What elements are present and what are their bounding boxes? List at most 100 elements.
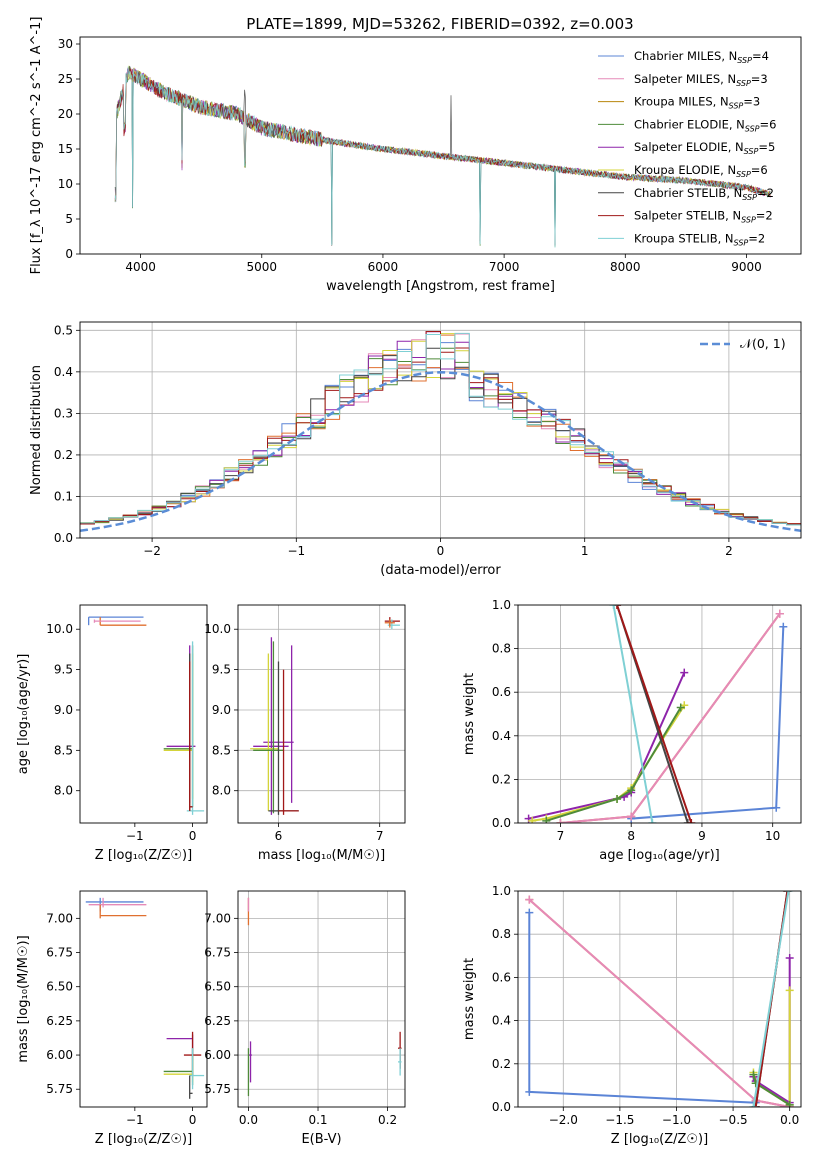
axes-frame: −1 0 8.0 8.5 9.0 9.5 10.0 Z [log₁₀(Z/Z☉)] age [l… — [16, 604, 208, 863]
data-point-marker — [613, 605, 622, 609]
legend-entry: Kroupa ELODIE, NSSP=6 — [634, 163, 768, 179]
y-tick-label: 0.8 — [492, 927, 511, 941]
x-tick-label: 7000 — [489, 260, 520, 274]
chart-mass_weight_vs_age: 7 8 9 10 0.0 0.2 0.4 0.6 0.8 1.0 age [log₁₀(age/yr… — [462, 598, 802, 863]
y-tick-label: 0.2 — [54, 448, 73, 462]
weight-series-1 — [528, 898, 790, 1107]
data-point-marker — [772, 803, 781, 812]
y-tick-label: 5 — [65, 212, 73, 226]
data-point-marker — [687, 819, 696, 823]
y-tick-label: 6.25 — [46, 1014, 73, 1028]
data-point-marker — [609, 605, 618, 609]
y-tick-label: 6.25 — [204, 1014, 231, 1028]
axes-border — [237, 890, 406, 1108]
data-point-marker — [525, 895, 534, 904]
chart-mass_vs_ebv: 0.0 0.1 0.2 5.75 6.00 6.25 6.50 6.75 7.00 E(B-V) — [204, 890, 406, 1147]
data-point-marker — [775, 609, 784, 618]
y-axis-label: mass weight — [462, 673, 477, 755]
x-tick-label: 0 — [189, 829, 197, 843]
chart-residuals: −2 −1 0 1 2 0.0 0.1 0.2 0.3 0.4 0.5 (data-model)/er… — [29, 321, 802, 578]
plot-area — [518, 605, 801, 823]
y-tick-label: 5.75 — [46, 1082, 73, 1096]
y-axis-label: mass [log₁₀(M/M☉)] — [16, 935, 31, 1062]
legend-entry: Salpeter STELIB, NSSP=2 — [634, 209, 773, 225]
legend-entry: Salpeter MILES, NSSP=3 — [634, 72, 768, 88]
legend: Chabrier MILES, NSSP=4 Salpeter MILES, NS… — [598, 49, 776, 247]
weight-series-0 — [631, 626, 785, 820]
axes-border — [79, 604, 208, 824]
x-tick-label: −1 — [287, 544, 305, 558]
plot-area — [238, 605, 405, 823]
axes-frame: −1 0 5.75 6.00 6.25 6.50 6.75 7.00 Z [log₁₀(Z/Z☉… — [16, 890, 208, 1147]
data-point-marker — [683, 819, 692, 823]
y-tick-label: 0.0 — [492, 1100, 511, 1114]
x-tick-label: 0.2 — [378, 1113, 397, 1127]
weight-series-7 — [616, 605, 693, 823]
x-tick-label: 10 — [765, 829, 780, 843]
x-axis-label: wavelength [Angstrom, rest frame] — [326, 279, 555, 294]
y-tick-label: 0.6 — [492, 970, 511, 984]
y-tick-label: 0.4 — [492, 729, 511, 743]
y-tick-label: 0 — [65, 247, 73, 261]
axes-border — [237, 604, 406, 824]
normal-curve — [80, 371, 801, 532]
axes-border — [79, 36, 802, 255]
legend-entry: Kroupa STELIB, NSSP=2 — [634, 231, 765, 247]
legend: 𝒩(0, 1) — [700, 336, 786, 351]
axes-border — [79, 890, 208, 1108]
data-point-marker — [785, 986, 794, 995]
x-tick-label: −0.5 — [719, 1113, 748, 1127]
y-tick-label: 8.0 — [212, 784, 231, 798]
axes-frame: −2.0 −1.5 −1.0 −0.5 0.0 0.0 0.2 0.4 0.6 0.8 1.0 Z [… — [462, 884, 802, 1147]
histogram-series-6 — [80, 347, 801, 526]
data-point-marker — [528, 816, 537, 823]
data-point-marker — [785, 953, 794, 962]
x-tick-label: 7 — [557, 829, 565, 843]
y-axis-label: Flux [f_λ 10^-17 erg cm^-2 s^-1 A^-1] — [29, 17, 44, 275]
y-tick-label: 10 — [58, 177, 73, 191]
chart-mass_vs_Z: −1 0 5.75 6.00 6.25 6.50 6.75 7.00 Z [log₁₀(Z/Z☉… — [16, 890, 208, 1147]
y-axis-label: Normed distribution — [29, 365, 44, 495]
x-tick-label: 2 — [725, 544, 733, 558]
y-tick-label: 8.0 — [54, 784, 73, 798]
y-tick-label: 10.0 — [204, 622, 231, 636]
weight-series-8 — [612, 605, 654, 823]
axes-frame: 4000 5000 6000 7000 8000 9000 0 5 10 15 20 25 30 wave… — [29, 17, 802, 294]
y-tick-label: 7.00 — [46, 911, 73, 925]
y-tick-label: 1.0 — [492, 884, 511, 898]
y-tick-label: 9.5 — [54, 663, 73, 677]
axes-frame: 7 8 9 10 0.0 0.2 0.4 0.6 0.8 1.0 age [log₁₀(age/yr… — [462, 598, 802, 863]
y-axis-label: age [log₁₀(age/yr)] — [16, 654, 31, 775]
y-tick-label: 6.00 — [46, 1048, 73, 1062]
data-point-marker — [627, 812, 636, 821]
y-tick-label: 0.0 — [54, 531, 73, 545]
y-tick-label: 25 — [58, 72, 73, 86]
y-tick-label: 5.75 — [204, 1082, 231, 1096]
y-tick-label: 8.5 — [54, 743, 73, 757]
y-tick-label: 9.0 — [54, 703, 73, 717]
y-tick-label: 0.3 — [54, 406, 73, 420]
x-tick-label: −2.0 — [549, 1113, 578, 1127]
plot-area — [114, 65, 771, 248]
x-tick-label: 1 — [581, 544, 589, 558]
axes-frame: −2 −1 0 1 2 0.0 0.1 0.2 0.3 0.4 0.5 (data-model)/er… — [29, 321, 802, 578]
x-tick-label: −1.5 — [605, 1113, 634, 1127]
legend-entry: 𝒩(0, 1) — [740, 336, 786, 351]
y-tick-label: 0.6 — [492, 685, 511, 699]
y-tick-label: 6.00 — [204, 1048, 231, 1062]
x-axis-label: E(B-V) — [301, 1132, 341, 1147]
y-tick-label: 0.8 — [492, 642, 511, 656]
x-tick-label: −1 — [126, 829, 144, 843]
x-tick-label: 0.0 — [239, 1113, 258, 1127]
x-axis-label: Z [log₁₀(Z/Z☉)] — [95, 1132, 192, 1147]
histogram-series-8 — [80, 332, 801, 526]
y-tick-label: 7.00 — [204, 911, 231, 925]
weight-series-8 — [752, 891, 790, 1107]
legend-entry: Kroupa MILES, NSSP=3 — [634, 95, 760, 111]
spectrum-series-8 — [114, 66, 771, 248]
chart-age_vs_Z: −1 0 8.0 8.5 9.0 9.5 10.0 Z [log₁₀(Z/Z☉)] age [l… — [16, 604, 208, 863]
y-tick-label: 6.50 — [204, 980, 231, 994]
data-point-marker — [784, 891, 793, 895]
x-tick-label: 9000 — [731, 260, 762, 274]
